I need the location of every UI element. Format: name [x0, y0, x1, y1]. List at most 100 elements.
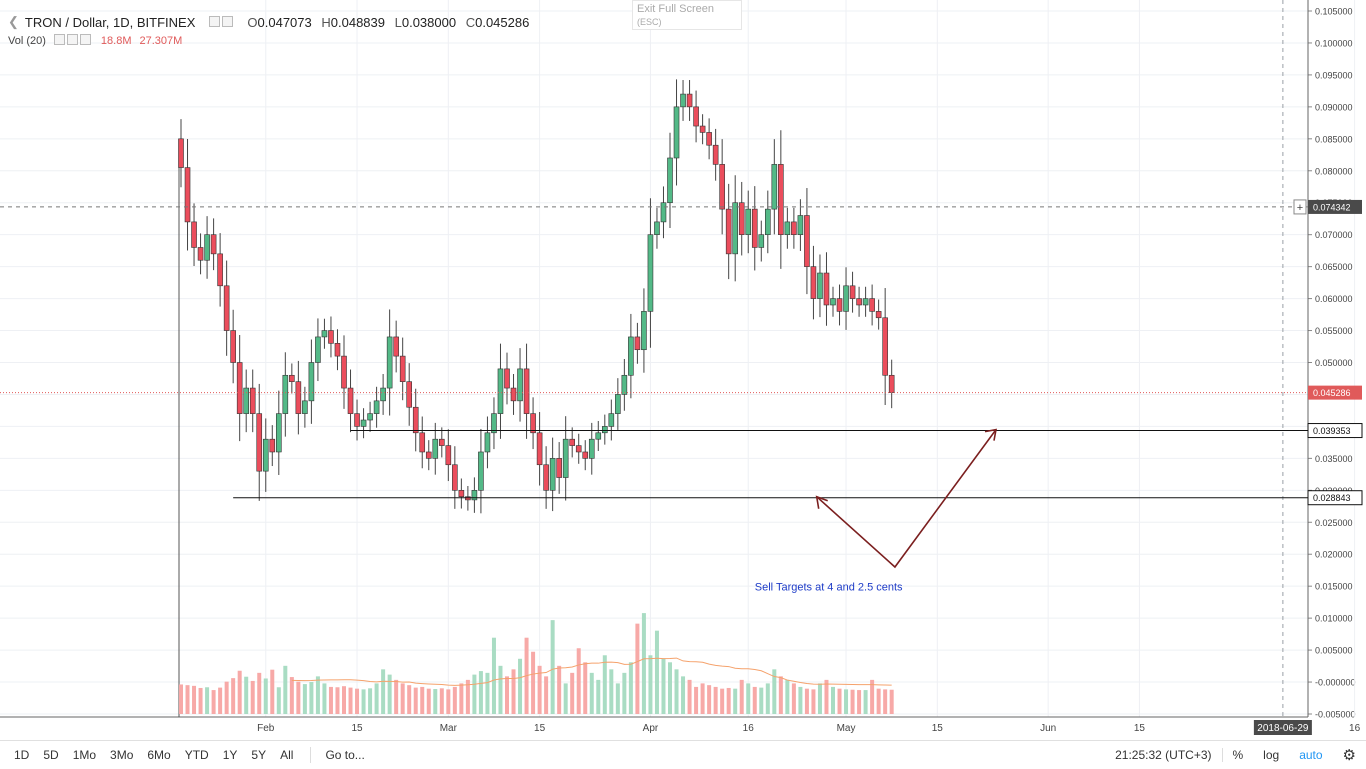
volume-bar [694, 686, 699, 714]
gear-icon[interactable]: ⚙ [1342, 747, 1356, 764]
toolbar-divider [310, 747, 312, 763]
volume-bar [478, 671, 483, 714]
volume-bar [218, 687, 223, 714]
volume-bar [791, 683, 796, 714]
candle-body [569, 438, 576, 446]
timeframe-1d[interactable]: 1D [14, 748, 30, 762]
volume-bar [205, 687, 210, 714]
volume-bar [302, 684, 307, 714]
volume-bar [185, 685, 190, 714]
volume-bar [413, 687, 418, 714]
legend-controls[interactable] [209, 15, 235, 30]
timeframe-1y[interactable]: 1Y [222, 748, 238, 762]
symbol-title[interactable]: TRON / Dollar, 1D, BITFINEX [24, 14, 196, 30]
candle-body [452, 464, 458, 491]
volume-bar [739, 679, 744, 714]
candle-body [412, 406, 419, 434]
volume-bar [772, 669, 777, 714]
close-label: C [465, 14, 476, 30]
candle-body [341, 355, 347, 389]
auto-toggle[interactable]: auto [1299, 748, 1323, 762]
volume-bar [250, 680, 255, 714]
timeframe-6mo[interactable]: 6Mo [147, 748, 171, 762]
volume-bar [309, 681, 314, 714]
candle-body [217, 253, 223, 287]
price-tick-label: -0.000000 [1315, 678, 1356, 688]
price-chart[interactable]: 0.105000 0.100000 0.095000 0.090000 0.085000… [0, 0, 1366, 740]
volume-bar [883, 689, 888, 714]
candle-body [484, 432, 491, 453]
candle-body [334, 343, 341, 357]
volume-controls[interactable] [53, 34, 93, 48]
candle-body [465, 496, 471, 501]
eye-icon[interactable] [53, 34, 65, 45]
candle-body [725, 208, 732, 255]
volume-bar [368, 688, 373, 714]
volume-bar [296, 681, 301, 714]
candle-body [302, 400, 308, 414]
goto-button[interactable]: Go to... [325, 748, 365, 762]
plus-icon[interactable]: + [1297, 202, 1303, 214]
volume-bar [270, 669, 275, 714]
timeframe-3mo[interactable]: 3Mo [110, 748, 134, 762]
candle-body [817, 272, 823, 299]
candle-body [399, 355, 406, 382]
symbol-chevron-icon[interactable]: ❮ [8, 14, 19, 29]
volume-bar [387, 674, 392, 714]
candle-body [778, 164, 784, 235]
chart-area[interactable]: 0.105000 0.100000 0.095000 0.090000 0.085000… [0, 0, 1366, 740]
candle-body [647, 234, 654, 312]
volume-bar [596, 679, 601, 714]
add-alert-icon[interactable] [1293, 199, 1307, 215]
volume-title[interactable]: Vol (20) [8, 35, 46, 47]
candle-body [771, 164, 778, 210]
eye-icon[interactable] [209, 15, 221, 27]
high-label: H [321, 14, 331, 30]
volume-bar [446, 689, 451, 714]
candle-body [791, 221, 797, 235]
volume-bar [648, 655, 653, 714]
time-tick-label: Feb [257, 723, 275, 734]
candle-body [367, 413, 373, 421]
candle-body [471, 490, 478, 501]
volume-bar [837, 688, 842, 714]
exit-fullscreen-button[interactable]: Exit Full Screen (ESC) [632, 0, 742, 30]
volume-bar [198, 687, 203, 714]
volume-bar [635, 623, 640, 714]
candle-body [615, 394, 621, 414]
price-tick-label: 0.020000 [1315, 550, 1353, 560]
volume-bar [263, 678, 268, 714]
timeframe-all[interactable]: All [280, 748, 294, 762]
volume-bar [668, 662, 672, 714]
timeframe-5y[interactable]: 5Y [251, 748, 267, 762]
close-icon[interactable] [79, 34, 91, 45]
volume-bar [328, 686, 333, 714]
sell-target-arrow[interactable] [816, 429, 997, 569]
settings-icon[interactable] [66, 34, 78, 45]
clock-time[interactable]: 21:25:32 (UTC+3) [1115, 748, 1212, 762]
volume-bar [844, 689, 849, 714]
price-tick-label: 0.025000 [1315, 518, 1353, 528]
time-tick-label: Apr [643, 723, 659, 734]
candle-body [360, 419, 367, 427]
candle-body [693, 106, 699, 127]
candle-body [308, 362, 315, 402]
volume-bar [576, 648, 581, 714]
annotation-text[interactable]: Sell Targets at 4 and 2.5 cents [755, 582, 903, 594]
candle-body [869, 298, 875, 312]
settings-icon[interactable] [222, 15, 234, 27]
log-toggle[interactable]: log [1263, 748, 1280, 762]
volume-bar [752, 686, 757, 714]
volume-bar [720, 688, 725, 714]
volume-bar [589, 672, 594, 714]
volume-bar [602, 655, 607, 714]
volume-bar [491, 637, 496, 714]
timeframe-5d[interactable]: 5D [43, 748, 59, 762]
volume-bar [237, 670, 242, 714]
candle-body [236, 362, 243, 414]
timeframe-ytd[interactable]: YTD [184, 748, 209, 762]
timeframe-1mo[interactable]: 1Mo [72, 748, 97, 762]
candle-body [758, 234, 765, 248]
volume-bar [654, 630, 659, 714]
percent-toggle[interactable]: % [1221, 748, 1254, 762]
